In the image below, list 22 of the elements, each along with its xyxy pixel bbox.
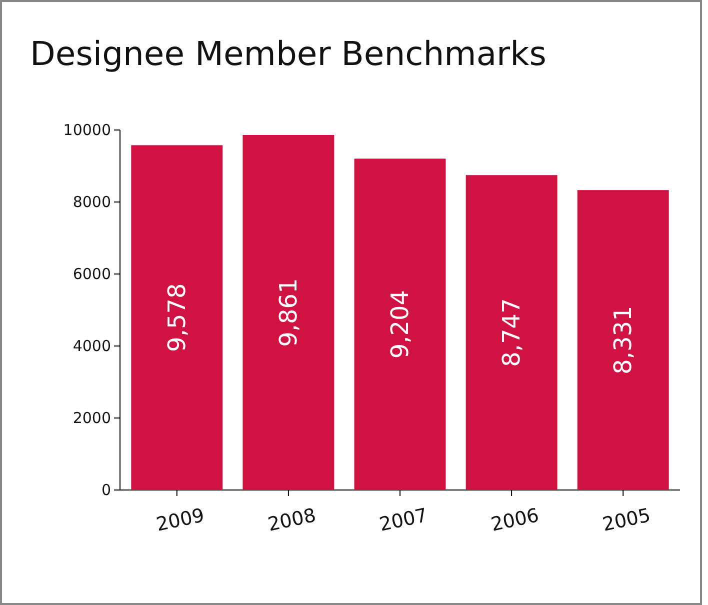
y-tick-label: 10000 [63, 120, 111, 139]
y-tick-label: 0 [101, 480, 111, 499]
y-tick-label: 2000 [72, 408, 111, 427]
x-tick-label: 2007 [377, 504, 430, 536]
bar [577, 190, 669, 490]
data-label: 8,747 [498, 298, 526, 367]
x-tick-label: 2006 [489, 504, 541, 536]
bar [242, 135, 334, 490]
chart-title: Designee Member Benchmarks [30, 34, 546, 73]
bar [466, 175, 558, 490]
data-label: 9,578 [162, 283, 191, 352]
x-tick-label: 2009 [154, 504, 206, 536]
data-label: 9,204 [386, 290, 414, 359]
y-tick-label: 8000 [72, 192, 111, 211]
data-label: 9,861 [274, 278, 302, 347]
bar [131, 145, 223, 490]
y-tick-label: 4000 [72, 336, 111, 355]
x-tick-label: 2008 [266, 504, 318, 536]
x-tick-label: 2005 [600, 504, 652, 536]
data-label: 8,331 [609, 306, 638, 374]
y-tick-label: 6000 [72, 264, 111, 283]
bar [354, 158, 446, 490]
